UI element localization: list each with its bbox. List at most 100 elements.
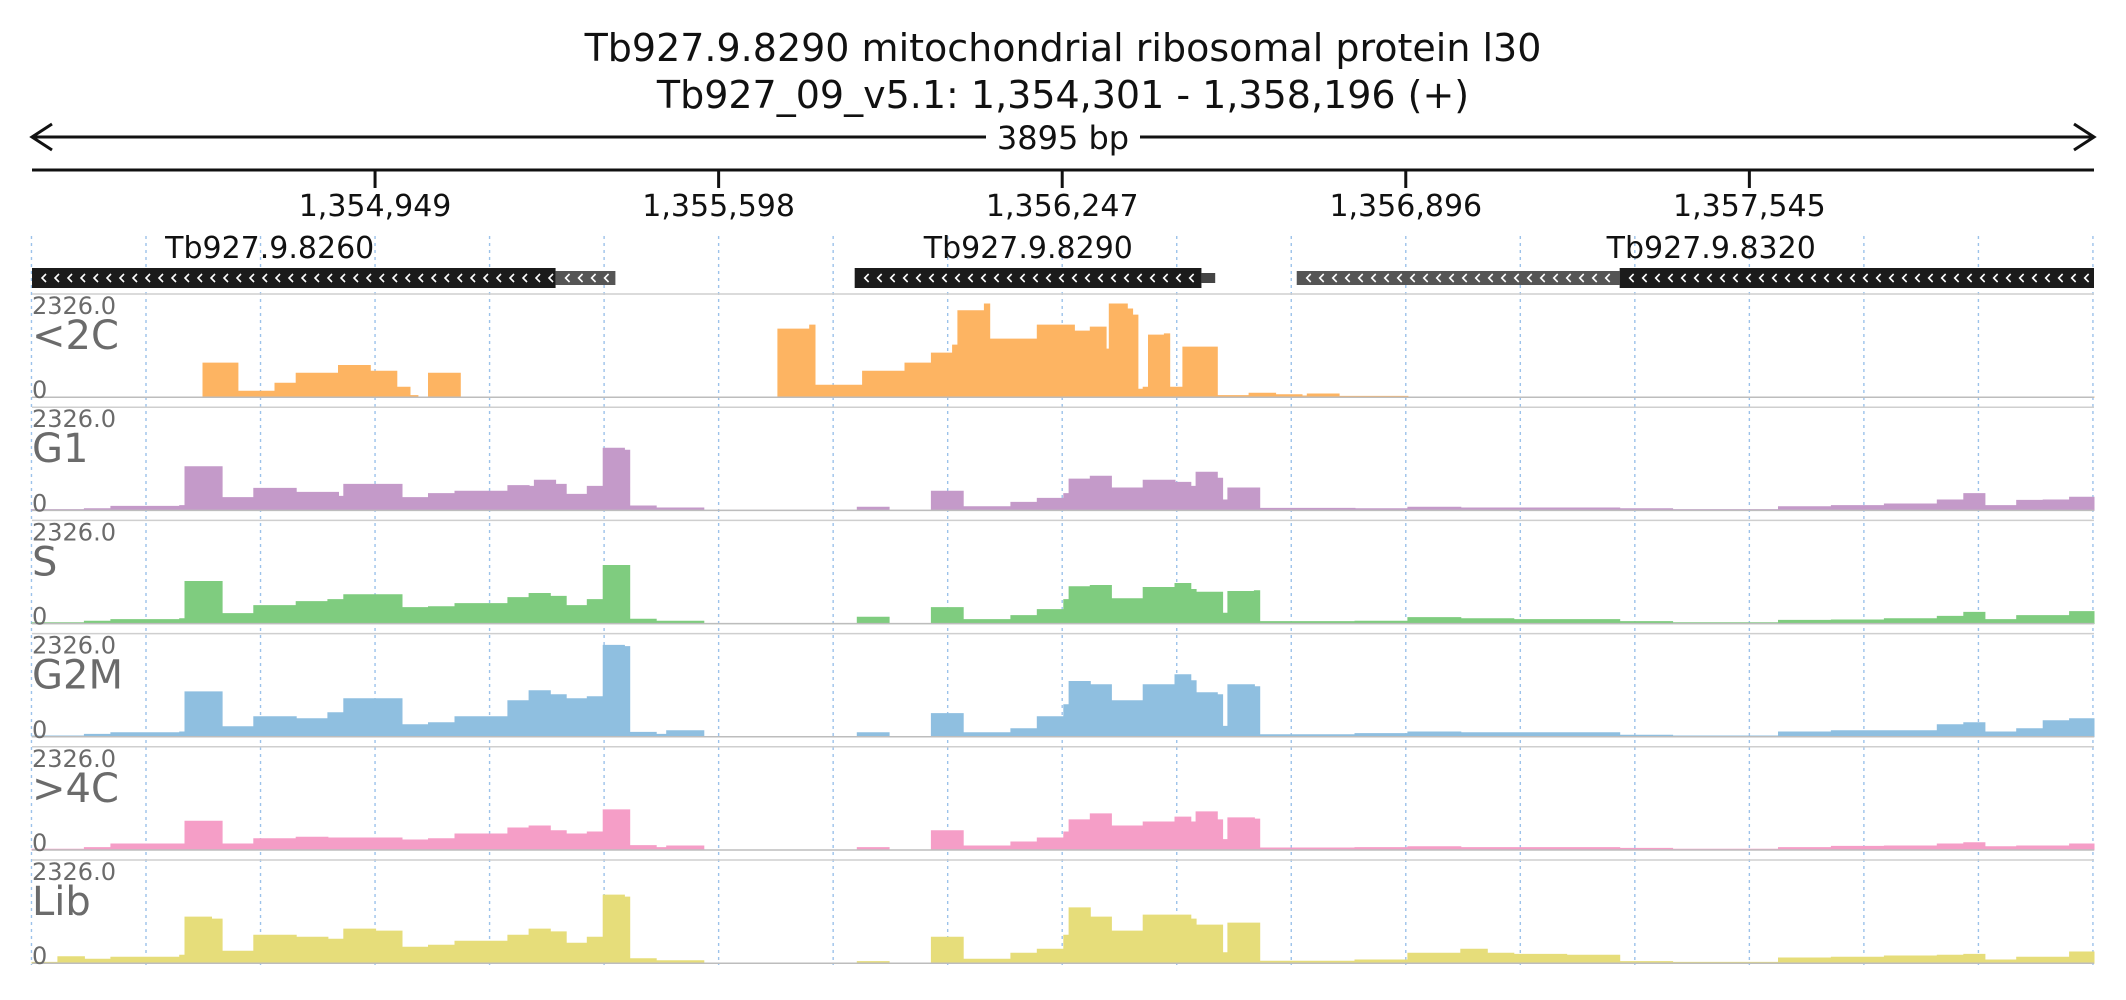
strand-arrow-icon — [1604, 273, 1611, 283]
coverage-tracks: 2326.0<2C02326.0G102326.0S02326.0G2M0232… — [31, 292, 2095, 970]
gene-feature: Tb927.9.8260 — [32, 231, 616, 288]
coverage-area — [31, 894, 2095, 964]
strand-arrow-icon — [1344, 273, 1351, 283]
strand-arrow-icon — [1071, 273, 1078, 283]
track-min-label: 0 — [32, 829, 47, 857]
strand-arrow-icon — [941, 273, 948, 283]
plot-subtitle: Tb927_09_v5.1: 1,354,301 - 1,358,196 (+) — [656, 73, 1469, 117]
strand-arrow-icon — [196, 273, 203, 283]
coordinate-ticks: 1,354,949 1,355,598 1,356,247 1,356,896 1,35… — [299, 170, 1826, 224]
strand-arrow-icon — [469, 273, 476, 283]
strand-arrow-icon — [993, 273, 1000, 283]
strand-arrow-icon — [1953, 273, 1960, 283]
gene-utr-box — [1201, 273, 1216, 283]
gene-label: Tb927.9.8290 — [923, 231, 1133, 266]
strand-arrow-icon — [1032, 273, 1039, 283]
axis-tick-label: 1,356,896 — [1329, 189, 1482, 224]
track-name-label: <2C — [32, 313, 119, 359]
strand-arrow-icon — [1565, 273, 1572, 283]
strand-arrow-icon — [1474, 273, 1481, 283]
strand-arrow-icon — [1435, 273, 1442, 283]
strand-arrow-icon — [1136, 273, 1143, 283]
strand-arrow-icon — [1513, 273, 1520, 283]
track-max-label: 2326.0 — [32, 632, 116, 660]
strand-arrow-icon — [2057, 273, 2064, 283]
strand-arrow-icon — [40, 273, 47, 283]
track-max-label: 2326.0 — [32, 518, 116, 546]
track-max-label: 2326.0 — [32, 858, 116, 886]
strand-arrow-icon — [1487, 273, 1494, 283]
plot-title: Tb927.9.8290 mitochondrial ribosomal pro… — [584, 26, 1542, 70]
strand-arrow-icon — [928, 273, 935, 283]
strand-arrow-icon — [1422, 273, 1429, 283]
coverage-area — [31, 565, 2095, 625]
strand-arrow-icon — [1823, 273, 1830, 283]
axis-tick-label: 1,355,598 — [642, 189, 795, 224]
strand-arrow-icon — [170, 273, 177, 283]
track-max-label: 2326.0 — [32, 745, 116, 773]
track-min-label: 0 — [32, 942, 47, 970]
span-label: 3895 bp — [997, 119, 1129, 157]
gene-label: Tb927.9.8260 — [164, 231, 374, 266]
track-min-label: 0 — [32, 603, 47, 631]
strand-arrow-icon — [1979, 273, 1986, 283]
strand-arrow-icon — [1331, 273, 1338, 283]
strand-arrow-icon — [980, 273, 987, 283]
strand-arrow-icon — [590, 273, 597, 283]
axis-tick-label: 1,357,545 — [1673, 189, 1826, 224]
gene-cds-box — [854, 268, 1202, 288]
strand-arrow-icon — [1123, 273, 1130, 283]
track-min-label: 0 — [32, 489, 47, 517]
strand-arrow-icon — [863, 273, 870, 283]
right-arrow-icon — [2073, 122, 2097, 152]
strand-arrow-icon — [326, 273, 333, 283]
track-name-label: G1 — [32, 426, 88, 472]
axis-tick-label: 1,356,247 — [986, 189, 1139, 224]
track-min-label: 0 — [32, 376, 47, 404]
strand-arrow-icon — [1927, 273, 1934, 283]
strand-arrow-icon — [1383, 273, 1390, 283]
strand-arrow-icon — [79, 273, 86, 283]
strand-arrow-icon — [967, 273, 974, 283]
coverage-track: 2326.0S 0 — [31, 518, 2095, 631]
strand-arrow-icon — [1396, 273, 1403, 283]
strand-arrow-icon — [1901, 273, 1908, 283]
strand-arrow-icon — [1667, 273, 1674, 283]
strand-arrow-icon — [534, 273, 541, 283]
strand-arrow-icon — [1162, 273, 1169, 283]
strand-arrow-icon — [2070, 273, 2077, 283]
strand-arrow-icon — [456, 273, 463, 283]
strand-arrow-icon — [1357, 273, 1364, 283]
strand-arrow-icon — [222, 273, 229, 283]
strand-arrow-icon — [1019, 273, 1026, 283]
strand-arrow-icon — [1784, 273, 1791, 283]
strand-arrow-icon — [1175, 273, 1182, 283]
coverage-track: 2326.0>4C 0 — [31, 745, 2095, 857]
strand-arrow-icon — [92, 273, 99, 283]
strand-arrow-icon — [1771, 273, 1778, 283]
strand-arrow-icon — [235, 273, 242, 283]
strand-arrow-icon — [521, 273, 528, 283]
strand-arrow-icon — [495, 273, 502, 283]
axis-tick-label: 1,354,949 — [299, 189, 452, 224]
strand-arrow-icon — [131, 273, 138, 283]
track-name-label: Lib — [32, 879, 91, 925]
strand-arrow-icon — [1810, 273, 1817, 283]
span-ruler: 3895 bp — [29, 118, 2097, 157]
gene-utr-box — [555, 271, 616, 285]
gene-feature: Tb927.9.8320 — [1296, 231, 2094, 288]
strand-arrow-icon — [1719, 273, 1726, 283]
strand-arrow-icon — [1654, 273, 1661, 283]
gene-annotation-track: Tb927.9.8260 Tb927.9.8290 Tb927.9.8320 — [32, 231, 2094, 288]
strand-arrow-icon — [53, 273, 60, 283]
strand-arrow-icon — [1318, 273, 1325, 283]
strand-arrow-icon — [1539, 273, 1546, 283]
strand-arrow-icon — [1888, 273, 1895, 283]
strand-arrow-icon — [1305, 273, 1312, 283]
strand-arrow-icon — [105, 273, 112, 283]
strand-arrow-icon — [157, 273, 164, 283]
strand-arrow-icon — [1849, 273, 1856, 283]
